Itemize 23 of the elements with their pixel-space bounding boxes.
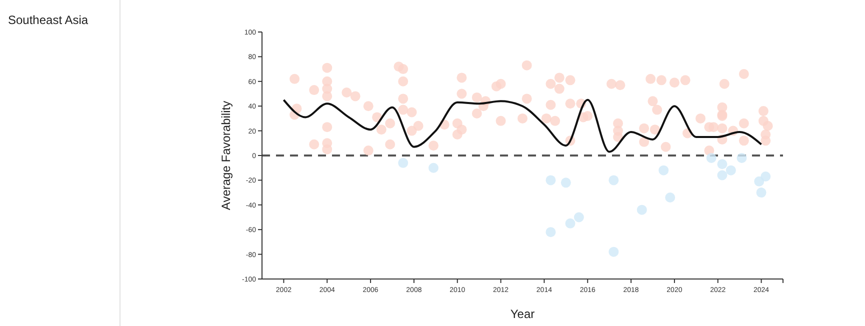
- point: [736, 152, 747, 163]
- point: [726, 165, 736, 176]
- point: [398, 158, 408, 168]
- y-axis-title: Average Favorability: [219, 100, 233, 210]
- point: [574, 212, 584, 222]
- point: [756, 188, 766, 198]
- point: [560, 178, 571, 188]
- point: [565, 218, 576, 228]
- point: [636, 204, 647, 215]
- point: [546, 227, 556, 238]
- point: [706, 152, 716, 163]
- point: [760, 171, 771, 182]
- point: [658, 165, 669, 176]
- x-axis-title: Year: [510, 307, 535, 321]
- point: [546, 175, 556, 186]
- point: [717, 159, 728, 170]
- point: [754, 176, 764, 186]
- point: [665, 192, 676, 202]
- point: [428, 162, 438, 173]
- text: Southeast Asia: [8, 13, 88, 27]
- point: [717, 170, 728, 180]
- point: [608, 246, 619, 257]
- point: [608, 175, 619, 186]
